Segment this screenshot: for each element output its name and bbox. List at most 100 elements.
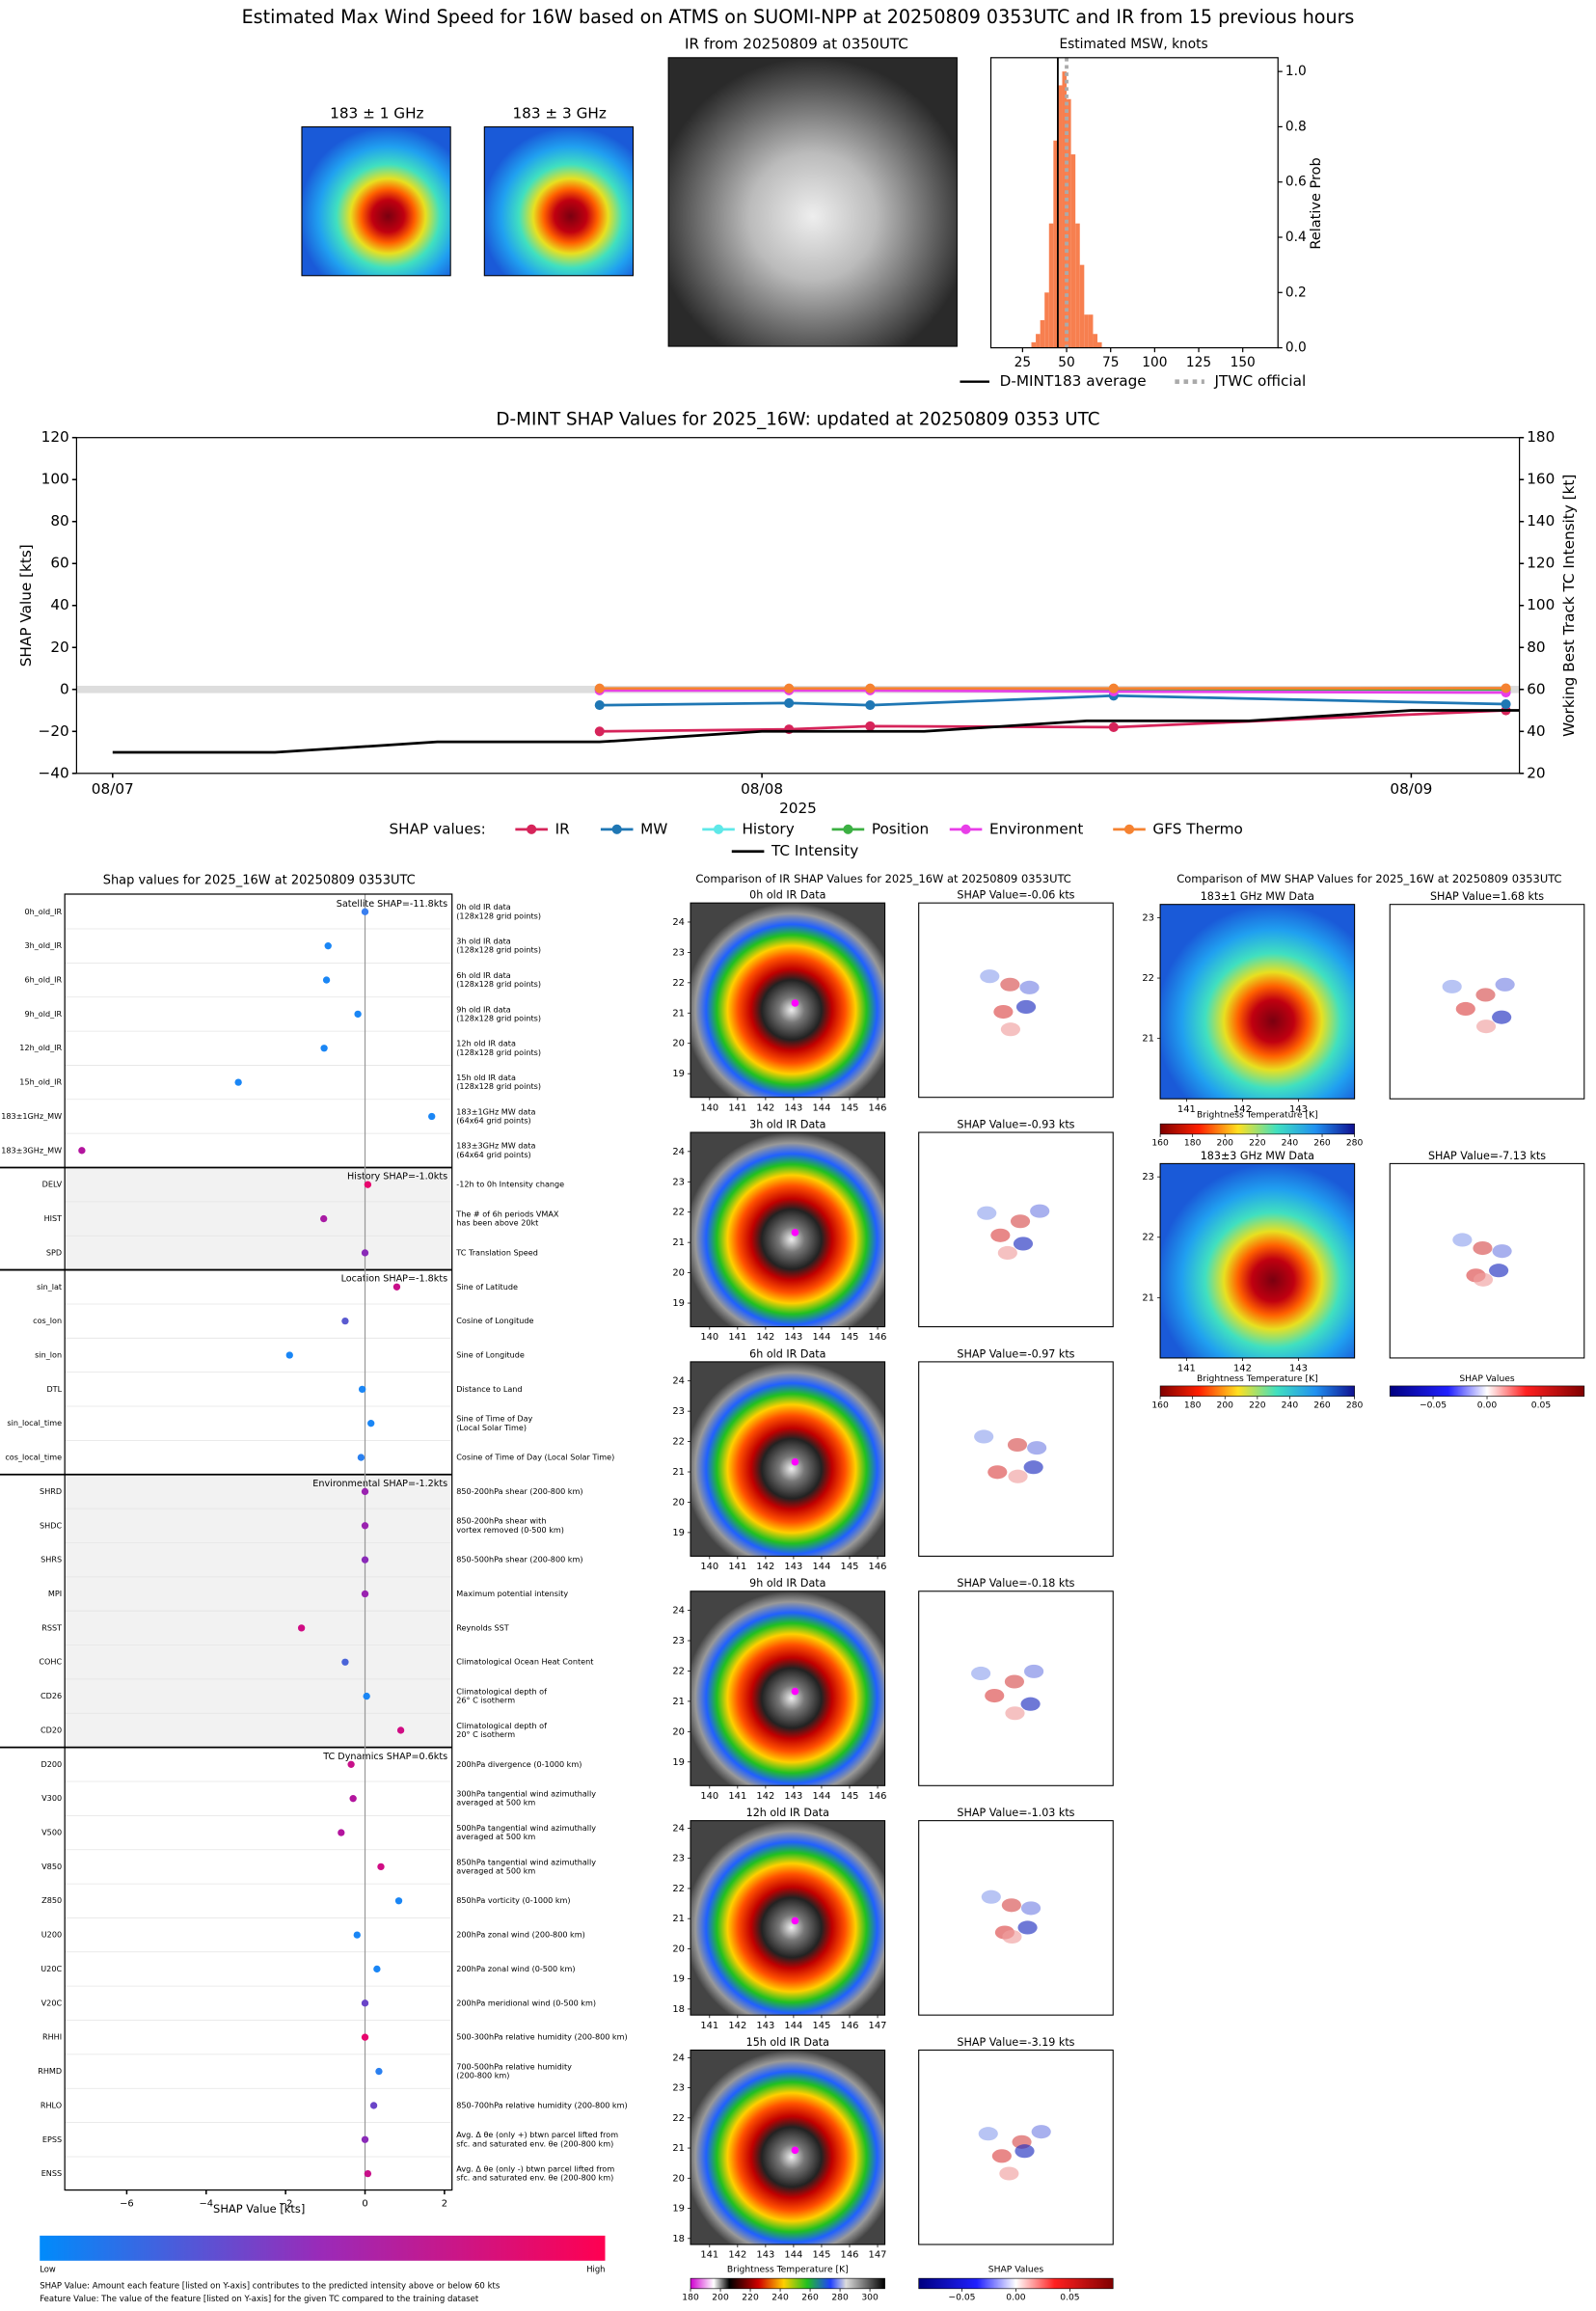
chart-title: D-MINT SHAP Values for 2025_16W: updated…	[496, 409, 1099, 429]
section-title: Comparison of MW SHAP Values for 2025_16…	[1177, 872, 1561, 885]
feature-description: Reynolds SST	[456, 1622, 508, 1632]
feature-description: averaged at 500 km	[456, 1798, 535, 1808]
feature-label: CD26	[41, 1691, 62, 1700]
legend-marker	[1123, 824, 1135, 834]
lon-tick-label: 146	[869, 1791, 887, 1802]
feature-description: Maximum potential intensity	[456, 1589, 568, 1598]
legend-label: D-MINT183 average	[1000, 372, 1147, 390]
lon-tick-label: 142	[728, 2021, 746, 2031]
shap-blob	[1010, 1214, 1031, 1229]
shap-dot	[361, 2033, 369, 2041]
lat-tick-label: 20	[672, 1268, 685, 1279]
y-tick-label: 0.4	[1285, 230, 1307, 245]
ir-image	[667, 57, 958, 347]
shap-blob	[1013, 1237, 1034, 1251]
feature-description: averaged at 500 km	[456, 1832, 535, 1841]
feature-label: U20C	[41, 1964, 62, 1973]
feature-label: MPI	[48, 1589, 62, 1598]
shap-blob	[1000, 977, 1020, 992]
shap-blob	[981, 1890, 1001, 1904]
shap-blob	[1014, 2144, 1035, 2159]
shap-dot	[363, 1692, 370, 1700]
lon-tick-label: 145	[841, 1332, 859, 1343]
point	[594, 683, 605, 693]
point	[1108, 721, 1119, 732]
feature-label: V300	[41, 1793, 62, 1803]
lon-tick-label: 143	[784, 1791, 802, 1802]
feature-description: The # of 6h periods VMAX	[455, 1209, 559, 1218]
lat-tick-label: 22	[672, 2113, 685, 2124]
shap-image	[918, 1131, 1114, 1328]
feature-description: 6h old IR data	[456, 970, 511, 980]
lat-tick-label: 19	[672, 1298, 685, 1309]
eye-marker	[791, 2146, 799, 2155]
feature-description: (128x128 grid points)	[456, 911, 541, 920]
feature-description: 850hPa tangential wind azimuthally	[456, 1857, 596, 1866]
colorbar-tick-label: 280	[1346, 1138, 1364, 1149]
shap-dot	[394, 1897, 403, 1905]
shap-blob	[1005, 1706, 1025, 1721]
x-tick-label: 0	[362, 2198, 367, 2209]
feature-description: Sine of Time of Day	[456, 1414, 532, 1424]
lat-tick-label: 23	[1142, 1172, 1154, 1183]
shap-image	[1389, 904, 1585, 1100]
legend-label: MW	[640, 820, 667, 837]
feature-label: SHRD	[40, 1486, 62, 1496]
shap-blob	[1015, 999, 1037, 1015]
lon-tick-label: 147	[869, 2021, 887, 2031]
figure-title: Estimated Max Wind Speed for 16W based o…	[242, 7, 1355, 28]
lat-tick-label: 20	[672, 2173, 685, 2184]
shap-blob	[1004, 1674, 1025, 1689]
lon-tick-label: 142	[756, 1562, 774, 1572]
point	[784, 683, 795, 693]
colorbar-title: Brightness Temperature [K]	[1197, 1110, 1318, 1121]
eye-marker	[791, 1917, 799, 1925]
feature-description: Climatological depth of	[456, 1721, 547, 1730]
shap-dot	[396, 1726, 405, 1734]
ir-image	[690, 2049, 886, 2245]
feature-description: Cosine of Time of Day (Local Solar Time)	[456, 1453, 614, 1462]
colorbar-tick-label: 0.05	[1531, 1400, 1552, 1410]
feature-label: 183±1GHz_MW	[1, 1111, 62, 1121]
lat-tick-label: 21	[672, 1008, 685, 1019]
feature-label: D200	[41, 1759, 62, 1769]
legend-marker	[714, 824, 724, 834]
feature-label: cos_local_time	[5, 1453, 62, 1462]
feature-label: RHHI	[42, 2032, 62, 2042]
shap-dot	[324, 942, 332, 950]
shap-dot	[361, 2135, 369, 2143]
colorbar-tick-label: 240	[771, 2292, 789, 2302]
x-tick-label: −2	[279, 2198, 293, 2209]
feature-description: (200-800 km)	[456, 2071, 509, 2080]
shap-dot	[364, 1181, 372, 1188]
y-tick-label: −20	[39, 722, 69, 740]
feature-description: sfc. and saturated env. θe (200-800 km)	[456, 2173, 613, 2183]
feature-description: 3h old IR data	[456, 937, 511, 946]
mw-image	[1159, 904, 1356, 1100]
shap-blob	[987, 1465, 1008, 1480]
lon-tick-label: 146	[869, 1562, 887, 1572]
y-tick-label: 0.8	[1285, 119, 1307, 134]
shap-blob	[1002, 1929, 1022, 1944]
group-label: Environmental SHAP=-1.2kts	[312, 1479, 447, 1489]
colorbar-tick-label: 0.00	[1006, 2292, 1026, 2302]
shap-dot	[78, 1147, 86, 1155]
feature-description: Climatological Ocean Heat Content	[456, 1657, 593, 1667]
lat-tick-label: 18	[672, 2234, 685, 2244]
feature-description: (64x64 grid points)	[456, 1150, 530, 1159]
feature-description: sfc. and saturated env. θe (200-800 km)	[456, 2138, 613, 2148]
bar	[1053, 140, 1058, 348]
shap-dot	[392, 1283, 401, 1291]
x-tick-label: −6	[120, 2198, 134, 2209]
lat-tick-label: 24	[672, 1147, 685, 1157]
point	[1501, 698, 1511, 710]
shap-blob	[1495, 977, 1515, 992]
shap-dot	[347, 1760, 355, 1768]
shap-blob	[1017, 1920, 1038, 1935]
axis-label: 2025	[779, 800, 817, 817]
colorbar-tick-label: 280	[1346, 1400, 1364, 1410]
y-tick-label: 120	[41, 428, 69, 446]
feature-label: DELV	[42, 1180, 63, 1189]
eye-marker	[791, 999, 799, 1007]
mw-image	[483, 126, 635, 277]
